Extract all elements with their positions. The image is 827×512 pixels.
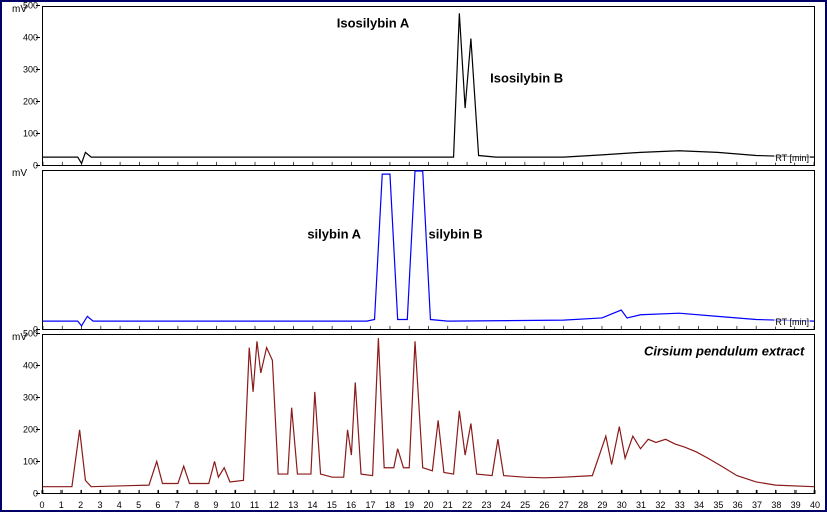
peak-label: Cirsium pendulum extract — [644, 344, 804, 357]
x-tick-label: 14 — [308, 501, 318, 510]
x-tick-label: 31 — [636, 501, 646, 510]
chromatogram-curve — [43, 171, 814, 329]
y-tick-label: 300 — [23, 394, 38, 403]
x-tick-label: 27 — [559, 501, 569, 510]
peak-label: Isosilybin B — [490, 72, 563, 85]
plot-area: RT [min] Isosilybin A Isosilybin B — [42, 6, 815, 166]
chromatogram-figure: mV 0100200300400500 RT [min] Isosilybin … — [0, 0, 827, 512]
x-tick-label: 34 — [694, 501, 704, 510]
x-tick-label: 33 — [675, 501, 685, 510]
y-ticks: 0100200300400500 — [2, 6, 40, 166]
x-tick-label: 9 — [213, 501, 218, 510]
x-tick-label: 10 — [230, 501, 240, 510]
x-tick-label: 20 — [423, 501, 433, 510]
y-tick-label: 500 — [23, 2, 38, 11]
y-tick-label: 100 — [23, 130, 38, 139]
rt-axis-label: RT [min] — [774, 317, 810, 327]
x-tick-label: 26 — [539, 501, 549, 510]
x-tick-label: 24 — [501, 501, 511, 510]
x-tick-label: 30 — [617, 501, 627, 510]
x-tick-label: 15 — [327, 501, 337, 510]
peak-label: silybin A — [307, 228, 361, 241]
rt-axis-label: RT [min] — [774, 153, 810, 163]
y-tick-label: 500 — [23, 330, 38, 339]
x-tick-label: 5 — [136, 501, 141, 510]
x-tick-label: 28 — [578, 501, 588, 510]
chromatogram-curve — [43, 7, 814, 165]
x-tick-label: 7 — [175, 501, 180, 510]
x-tick-label: 12 — [269, 501, 279, 510]
x-tick-label: 37 — [752, 501, 762, 510]
y-tick-label: 400 — [23, 362, 38, 371]
x-tick-label: 1 — [59, 501, 64, 510]
x-ticks: 0123456789101112131415161718192021222324… — [42, 494, 815, 510]
x-tick-label: 18 — [385, 501, 395, 510]
x-tick-label: 23 — [481, 501, 491, 510]
x-tick-label: 3 — [97, 501, 102, 510]
panel-silybin: mV 0 RT [min] silybin Asilybin B — [2, 168, 825, 332]
x-tick-label: 22 — [462, 501, 472, 510]
x-tick-label: 40 — [810, 501, 820, 510]
x-tick-label: 0 — [39, 501, 44, 510]
panel-extract: mV 0100200300400500 Cirsium pendulum ext… — [2, 332, 825, 496]
plot-area: RT [min] silybin A silybin B — [42, 170, 815, 330]
x-tick-label: 4 — [117, 501, 122, 510]
x-tick-label: 6 — [155, 501, 160, 510]
y-tick-label: 400 — [23, 34, 38, 43]
y-ticks: 0100200300400500 — [2, 334, 40, 494]
x-tick-label: 16 — [346, 501, 356, 510]
x-tick-label: 25 — [520, 501, 530, 510]
x-tick-label: 17 — [366, 501, 376, 510]
chromatogram-curve — [43, 335, 814, 493]
y-tick-label: 200 — [23, 426, 38, 435]
y-tick-label: 300 — [23, 66, 38, 75]
x-tick-label: 29 — [597, 501, 607, 510]
y-tick-label: 100 — [23, 458, 38, 467]
x-tick-label: 35 — [713, 501, 723, 510]
y-tick-label: 200 — [23, 98, 38, 107]
x-tick-label: 32 — [655, 501, 665, 510]
x-tick-label: 38 — [771, 501, 781, 510]
plot-area: Cirsium pendulum extract — [42, 334, 815, 494]
x-tick-label: 13 — [288, 501, 298, 510]
y-ticks: 0 — [2, 170, 40, 330]
x-tick-label: 39 — [791, 501, 801, 510]
y-tick-label: 0 — [33, 490, 38, 499]
peak-label: silybin B — [429, 228, 483, 241]
x-tick-label: 11 — [250, 501, 259, 510]
x-tick-label: 2 — [78, 501, 83, 510]
x-tick-label: 8 — [194, 501, 199, 510]
panel-isosilybin: mV 0100200300400500 RT [min] Isosilybin … — [2, 4, 825, 168]
x-tick-label: 36 — [733, 501, 743, 510]
x-tick-label: 19 — [404, 501, 414, 510]
x-tick-label: 21 — [443, 501, 453, 510]
peak-label: Isosilybin A — [337, 16, 409, 29]
